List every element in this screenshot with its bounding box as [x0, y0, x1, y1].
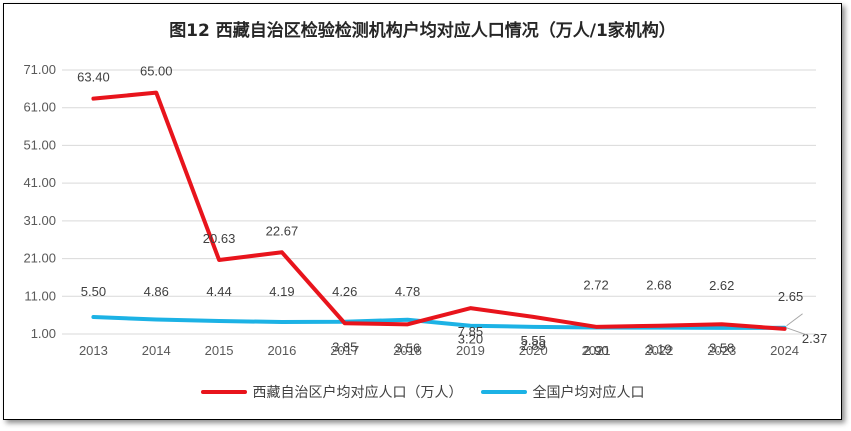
data-label-national: 4.44 — [206, 284, 231, 299]
data-label-national: 2.62 — [709, 278, 734, 293]
data-label-tibet: 3.19 — [646, 342, 671, 357]
data-label-national: 4.86 — [144, 284, 169, 299]
data-label-national: 2.68 — [646, 278, 671, 293]
data-label-national: 4.19 — [269, 284, 294, 299]
y-tick-label: 41.00 — [23, 175, 56, 190]
x-tick-label: 2022 — [644, 343, 673, 358]
chart-frame: 图12 西藏自治区检验检测机构户均对应人口情况（万人/1家机构） 1.00 11.… — [3, 3, 842, 420]
legend-label-tibet: 西藏自治区户均对应人口（万人） — [252, 385, 463, 401]
data-label-national: 2.89 — [521, 338, 546, 353]
legend-label-national: 全国户均对应人口 — [532, 385, 645, 401]
x-tick-label: 2016 — [267, 343, 296, 358]
data-label-tibet: 3.85 — [332, 339, 357, 354]
data-label-tibet: 65.00 — [140, 64, 173, 79]
x-tick-label: 2014 — [142, 343, 171, 358]
x-tick-label: 2017 — [330, 343, 359, 358]
data-label-tibet: 3.56 — [395, 340, 420, 355]
data-label-tibet: 20.63 — [203, 231, 236, 246]
data-label-tibet: 2.37 — [802, 331, 827, 346]
data-label-tibet: 3.58 — [709, 340, 734, 355]
x-tick-label: 2024 — [770, 343, 799, 358]
x-tick-label: 2019 — [456, 343, 485, 358]
x-tick-label: 2013 — [79, 343, 108, 358]
legend-swatch-tibet — [200, 390, 247, 394]
legend-swatch-national — [480, 390, 527, 394]
data-label-tibet: 5.55 — [521, 333, 546, 348]
chart-title: 图12 西藏自治区检验检测机构户均对应人口情况（万人/1家机构） — [169, 21, 676, 41]
x-tick-label: 2023 — [707, 343, 736, 358]
legend-item-tibet: 西藏自治区户均对应人口（万人） — [200, 382, 463, 402]
data-label-national: 4.78 — [395, 284, 420, 299]
y-tick-label: 1.00 — [31, 326, 56, 341]
y-tick-label: 71.00 — [23, 62, 56, 77]
x-tick-label: 2020 — [519, 343, 548, 358]
y-tick-label: 31.00 — [23, 213, 56, 228]
chart-plot: 1.00 11.00 21.00 31.00 41.00 51.00 61.00 71.00 2… — [23, 62, 827, 358]
y-tick-label: 61.00 — [23, 100, 56, 115]
data-label-national: 5.50 — [81, 284, 106, 299]
leader-line — [786, 327, 807, 336]
y-tick-label: 11.00 — [24, 288, 56, 303]
data-label-tibet: 2.90 — [583, 343, 608, 358]
series-line-tibet — [91, 90, 787, 331]
series-line-national — [91, 315, 787, 330]
data-label-national: 2.65 — [778, 289, 803, 304]
data-label-national: 4.26 — [332, 284, 357, 299]
leader-line — [786, 313, 803, 327]
data-label-tibet: 7.85 — [458, 324, 483, 339]
x-tick-label: 2018 — [393, 343, 422, 358]
x-tick-label: 2015 — [205, 343, 234, 358]
data-label-national: 2.72 — [583, 278, 608, 293]
data-label-national: 3.20 — [458, 332, 483, 347]
chart-legend: 西藏自治区户均对应人口（万人） 全国户均对应人口 — [4, 382, 841, 402]
data-label-tibet: 22.67 — [266, 223, 299, 238]
data-label-tibet: 63.40 — [77, 70, 110, 85]
y-tick-label: 51.00 — [23, 137, 56, 152]
legend-item-national: 全国户均对应人口 — [480, 382, 645, 402]
x-tick-label: 2021 — [582, 343, 611, 358]
y-tick-label: 21.00 — [23, 251, 56, 266]
